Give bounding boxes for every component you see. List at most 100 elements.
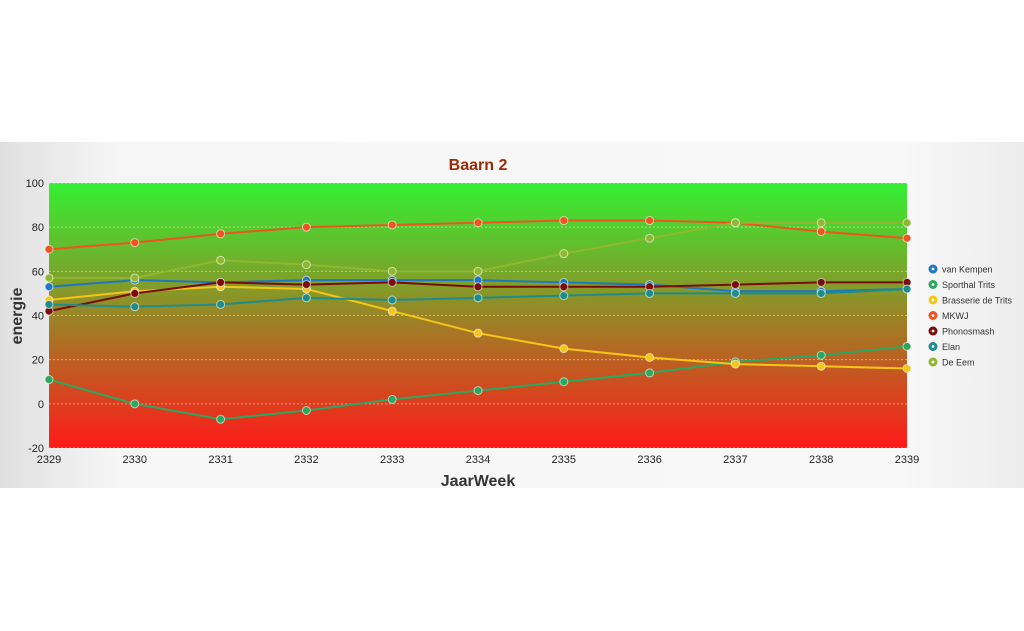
x-tick-label: 2332 [294, 454, 318, 466]
legend-marker-dot [931, 329, 935, 333]
legend-item[interactable]: Phonosmash [928, 326, 995, 337]
legend-item[interactable]: Brasserie de Trits [928, 295, 1013, 306]
line-chart: -20 0 20 40 60 80 100 2329 2330 2331 2332 2333 2334… [9, 157, 1013, 488]
y-tick-label: 40 [32, 311, 44, 323]
data-point[interactable] [816, 218, 826, 228]
series-brasserie-de-trits [44, 282, 912, 373]
data-point[interactable] [473, 293, 483, 303]
data-point[interactable] [559, 344, 569, 354]
data-point[interactable] [301, 260, 311, 270]
data-point[interactable] [645, 216, 655, 226]
x-tick-label: 2336 [637, 454, 661, 466]
y-tick-label: 0 [38, 399, 44, 411]
data-point[interactable] [216, 255, 226, 265]
legend-marker-dot [931, 345, 935, 348]
legend-label: MKWJ [942, 311, 969, 321]
legend-item[interactable]: Sporthal Trits [928, 280, 996, 290]
data-point[interactable] [130, 288, 140, 298]
data-point[interactable] [730, 280, 740, 290]
x-axis-title: JaarWeek [441, 473, 516, 488]
data-point[interactable] [559, 216, 569, 226]
data-point[interactable] [816, 288, 826, 298]
legend-marker-dot [931, 360, 935, 364]
x-tick-label: 2334 [466, 454, 490, 466]
data-point[interactable] [902, 284, 912, 294]
data-point[interactable] [559, 291, 569, 301]
x-tick-label: 2339 [895, 454, 919, 466]
data-point[interactable] [902, 364, 912, 373]
data-point[interactable] [130, 238, 140, 248]
legend: van Kempen Sporthal Trits Brasserie de Tri… [928, 264, 1013, 368]
data-point[interactable] [387, 220, 397, 230]
data-point[interactable] [559, 249, 569, 259]
data-point[interactable] [216, 299, 226, 309]
legend-label: Elan [942, 342, 960, 352]
data-point[interactable] [473, 266, 483, 276]
data-point[interactable] [387, 295, 397, 305]
legend-marker-dot [931, 314, 935, 317]
data-point[interactable] [816, 350, 826, 360]
legend-marker-dot [931, 267, 935, 271]
data-point[interactable] [816, 227, 826, 237]
data-point[interactable] [645, 233, 655, 243]
data-point[interactable] [216, 277, 226, 287]
data-point[interactable] [730, 288, 740, 298]
data-point[interactable] [816, 277, 826, 287]
legend-label: Brasserie de Trits [942, 296, 1013, 306]
data-point[interactable] [902, 233, 912, 243]
x-tick-label: 2331 [208, 454, 232, 466]
data-point[interactable] [301, 222, 311, 232]
data-point[interactable] [44, 375, 54, 385]
data-point[interactable] [645, 352, 655, 362]
x-tick-label: 2333 [380, 454, 404, 466]
data-point[interactable] [473, 386, 483, 396]
legend-label: van Kempen [942, 265, 993, 275]
data-point[interactable] [902, 341, 912, 351]
data-point[interactable] [387, 266, 397, 276]
data-point[interactable] [216, 229, 226, 239]
data-point[interactable] [559, 377, 569, 387]
data-point[interactable] [645, 368, 655, 378]
legend-item[interactable]: De Eem [928, 357, 975, 368]
legend-item[interactable]: van Kempen [928, 264, 993, 275]
series-de-eem [44, 218, 912, 283]
y-tick-label: 60 [32, 266, 44, 278]
data-point[interactable] [44, 282, 54, 292]
data-point[interactable] [301, 280, 311, 290]
data-point[interactable] [130, 399, 140, 409]
data-point[interactable] [44, 299, 54, 309]
data-point[interactable] [387, 394, 397, 404]
data-point[interactable] [473, 328, 483, 338]
chart-panel: -20 0 20 40 60 80 100 2329 2330 2331 2332 2333 2334… [0, 142, 1024, 488]
x-tick-label: 2338 [809, 454, 833, 466]
data-point[interactable] [44, 244, 54, 254]
legend-item[interactable]: Elan [928, 342, 961, 352]
series-phonosmash [44, 277, 912, 316]
x-tick-label: 2329 [37, 454, 61, 466]
x-tick-label: 2330 [123, 454, 147, 466]
data-point[interactable] [473, 218, 483, 228]
series-mkwj [44, 216, 912, 254]
y-tick-label: 100 [26, 178, 44, 190]
data-point[interactable] [816, 361, 826, 371]
data-point[interactable] [645, 288, 655, 298]
x-tick-label: 2337 [723, 454, 747, 466]
data-point[interactable] [301, 293, 311, 303]
data-point[interactable] [730, 359, 740, 369]
data-point[interactable] [301, 405, 311, 415]
y-axis-title: energie [9, 287, 26, 344]
data-point[interactable] [130, 273, 140, 283]
data-point[interactable] [44, 273, 54, 283]
legend-item[interactable]: MKWJ [928, 311, 969, 321]
data-point[interactable] [387, 277, 397, 287]
data-point[interactable] [473, 282, 483, 292]
data-point[interactable] [730, 218, 740, 228]
data-point[interactable] [902, 218, 912, 228]
y-tick-label: 80 [32, 222, 44, 234]
data-point[interactable] [216, 414, 226, 424]
data-point[interactable] [130, 302, 140, 312]
x-axis-ticks: 2329 2330 2331 2332 2333 2334 2335 2336 2337 2338… [37, 454, 919, 466]
data-point[interactable] [559, 282, 569, 292]
series-elan [44, 284, 912, 312]
data-point[interactable] [387, 306, 397, 316]
